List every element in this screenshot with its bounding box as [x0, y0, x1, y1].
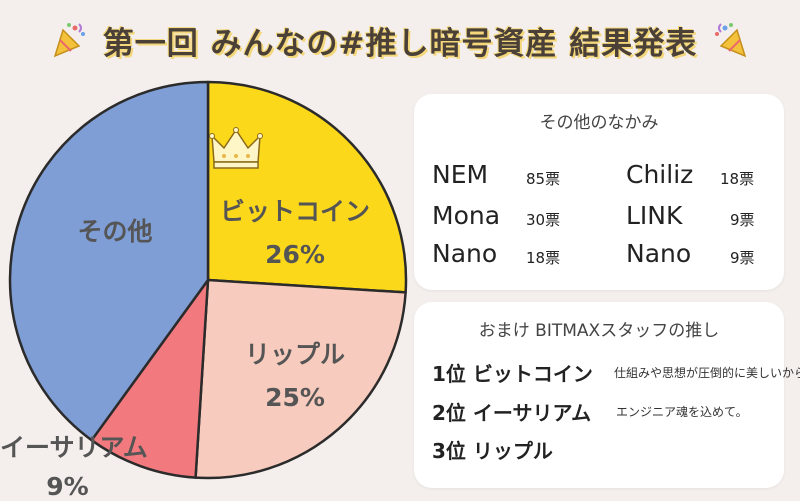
slice-percent: 9% — [46, 472, 89, 501]
slice-label-ethereum: イーサリアム 9% — [0, 428, 148, 501]
crown-icon — [209, 127, 263, 169]
slice-name: ビットコイン — [219, 197, 370, 226]
others-panel-title: その他のなかみ — [539, 113, 659, 133]
slice-name: リップル — [244, 340, 345, 369]
coin-name: Mona — [432, 201, 501, 230]
rank-note: エンジニア魂を込めて。 — [616, 405, 748, 419]
slice-percent: 26% — [265, 240, 325, 269]
coin-votes: 85票 — [526, 170, 561, 188]
coin-name: NEM — [432, 160, 489, 189]
rank-note: 仕組みや思想が圧倒的に美しいから — [614, 366, 800, 380]
pie-slice-ethereum — [90, 278, 210, 479]
slice-label-bitcoin: ビットコイン 26% — [210, 192, 380, 269]
page-title: 第一回 みんなの#推し暗号資産 結果発表 — [102, 25, 698, 62]
slice-label-ripple: リップル 25% — [215, 335, 375, 412]
coin-votes: 18票 — [720, 170, 755, 188]
party-popper-icon — [53, 23, 85, 58]
coin-name: Nano — [432, 239, 498, 268]
slice-percent: 25% — [265, 383, 325, 412]
pie-slice-ripple — [194, 278, 407, 480]
staff-panel-title: おまけ BITMAXスタッフの推し — [478, 321, 720, 341]
coin-votes: 9票 — [730, 249, 755, 267]
coin-votes: 18票 — [526, 249, 561, 267]
page-title-bar: 第一回 みんなの#推し暗号資産 結果発表 — [0, 10, 800, 70]
rank-item: 1位 ビットコイン — [432, 362, 593, 386]
coin-votes: 30票 — [526, 211, 561, 229]
rank-item: 3位 リップル — [432, 439, 553, 463]
slice-label-others: その他 — [60, 212, 170, 248]
coin-name: Nano — [626, 239, 692, 268]
party-popper-icon — [715, 23, 747, 58]
slice-name: その他 — [77, 217, 153, 246]
staff-panel: おまけ BITMAXスタッフの推し 1位 ビットコイン 仕組みや思想が圧倒的に美… — [414, 302, 800, 488]
coin-name: LINK — [626, 201, 683, 230]
pie-slice-others — [8, 80, 210, 442]
rank-item: 2位 イーサリアム — [432, 401, 592, 425]
coin-votes: 9票 — [730, 211, 755, 229]
slice-name: イーサリアム — [0, 433, 148, 462]
others-panel: その他のなかみ NEM 85票 Mona 30票 Nano 18票 Chiliz… — [414, 94, 784, 290]
coin-name: Chiliz — [626, 160, 694, 189]
